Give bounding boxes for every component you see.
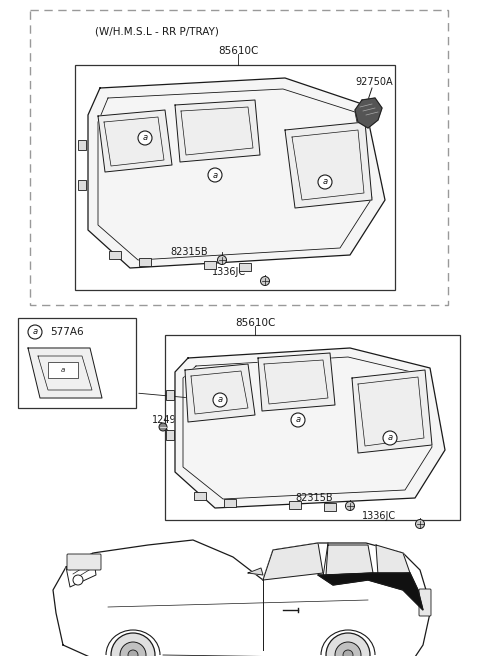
Polygon shape xyxy=(53,540,430,656)
Polygon shape xyxy=(88,78,385,268)
Text: 1336JC: 1336JC xyxy=(362,511,396,521)
Polygon shape xyxy=(175,100,260,162)
Circle shape xyxy=(208,168,222,182)
Polygon shape xyxy=(285,122,372,208)
Bar xyxy=(75,65,395,290)
Text: 92750A: 92750A xyxy=(355,77,393,87)
Polygon shape xyxy=(28,348,102,398)
Circle shape xyxy=(326,633,370,656)
Circle shape xyxy=(128,650,138,656)
FancyBboxPatch shape xyxy=(419,589,431,616)
Text: 1249LB: 1249LB xyxy=(152,415,189,425)
Text: a: a xyxy=(323,178,327,186)
Polygon shape xyxy=(258,353,335,411)
Circle shape xyxy=(261,276,269,285)
Bar xyxy=(78,180,86,190)
Bar xyxy=(30,10,448,305)
Polygon shape xyxy=(66,553,96,587)
Polygon shape xyxy=(175,348,445,508)
Circle shape xyxy=(383,431,397,445)
Bar xyxy=(18,318,136,408)
Circle shape xyxy=(346,501,355,510)
Text: (W/H.M.S.L - RR P/TRAY): (W/H.M.S.L - RR P/TRAY) xyxy=(95,26,219,36)
Circle shape xyxy=(111,633,155,656)
Polygon shape xyxy=(263,543,323,580)
Circle shape xyxy=(120,642,146,656)
Text: a: a xyxy=(33,327,37,337)
Circle shape xyxy=(138,131,152,145)
Polygon shape xyxy=(185,364,255,422)
Polygon shape xyxy=(318,573,423,610)
Circle shape xyxy=(213,393,227,407)
Polygon shape xyxy=(326,545,373,575)
Circle shape xyxy=(159,423,167,431)
Bar xyxy=(324,503,336,511)
Bar xyxy=(204,261,216,269)
Circle shape xyxy=(217,255,227,264)
Circle shape xyxy=(291,413,305,427)
Text: 577A6: 577A6 xyxy=(50,327,84,337)
Polygon shape xyxy=(248,568,263,575)
Text: a: a xyxy=(387,434,393,443)
Bar xyxy=(78,140,86,150)
FancyBboxPatch shape xyxy=(67,554,101,570)
Text: 82315B: 82315B xyxy=(295,493,333,503)
Polygon shape xyxy=(352,370,432,453)
Circle shape xyxy=(416,520,424,529)
Text: 85610C: 85610C xyxy=(235,318,275,328)
Circle shape xyxy=(73,575,83,585)
Text: a: a xyxy=(295,415,300,424)
Polygon shape xyxy=(376,545,410,575)
Text: a: a xyxy=(143,134,147,142)
Bar xyxy=(239,263,251,271)
Text: 1336JC: 1336JC xyxy=(212,267,246,277)
Text: a: a xyxy=(213,171,217,180)
Bar xyxy=(48,362,78,378)
Polygon shape xyxy=(98,110,172,172)
Circle shape xyxy=(343,650,353,656)
Bar xyxy=(289,501,301,509)
Circle shape xyxy=(28,325,42,339)
Bar xyxy=(166,390,174,400)
Text: 85610C: 85610C xyxy=(218,46,258,56)
Bar xyxy=(194,492,206,500)
Text: a: a xyxy=(61,367,65,373)
Text: a: a xyxy=(217,396,223,405)
Bar xyxy=(166,430,174,440)
Text: 82315B: 82315B xyxy=(170,247,208,257)
Bar xyxy=(224,499,236,507)
Bar xyxy=(165,335,460,520)
Polygon shape xyxy=(355,98,382,128)
Circle shape xyxy=(318,175,332,189)
Bar xyxy=(109,251,121,259)
Circle shape xyxy=(335,642,361,656)
Bar xyxy=(139,258,151,266)
